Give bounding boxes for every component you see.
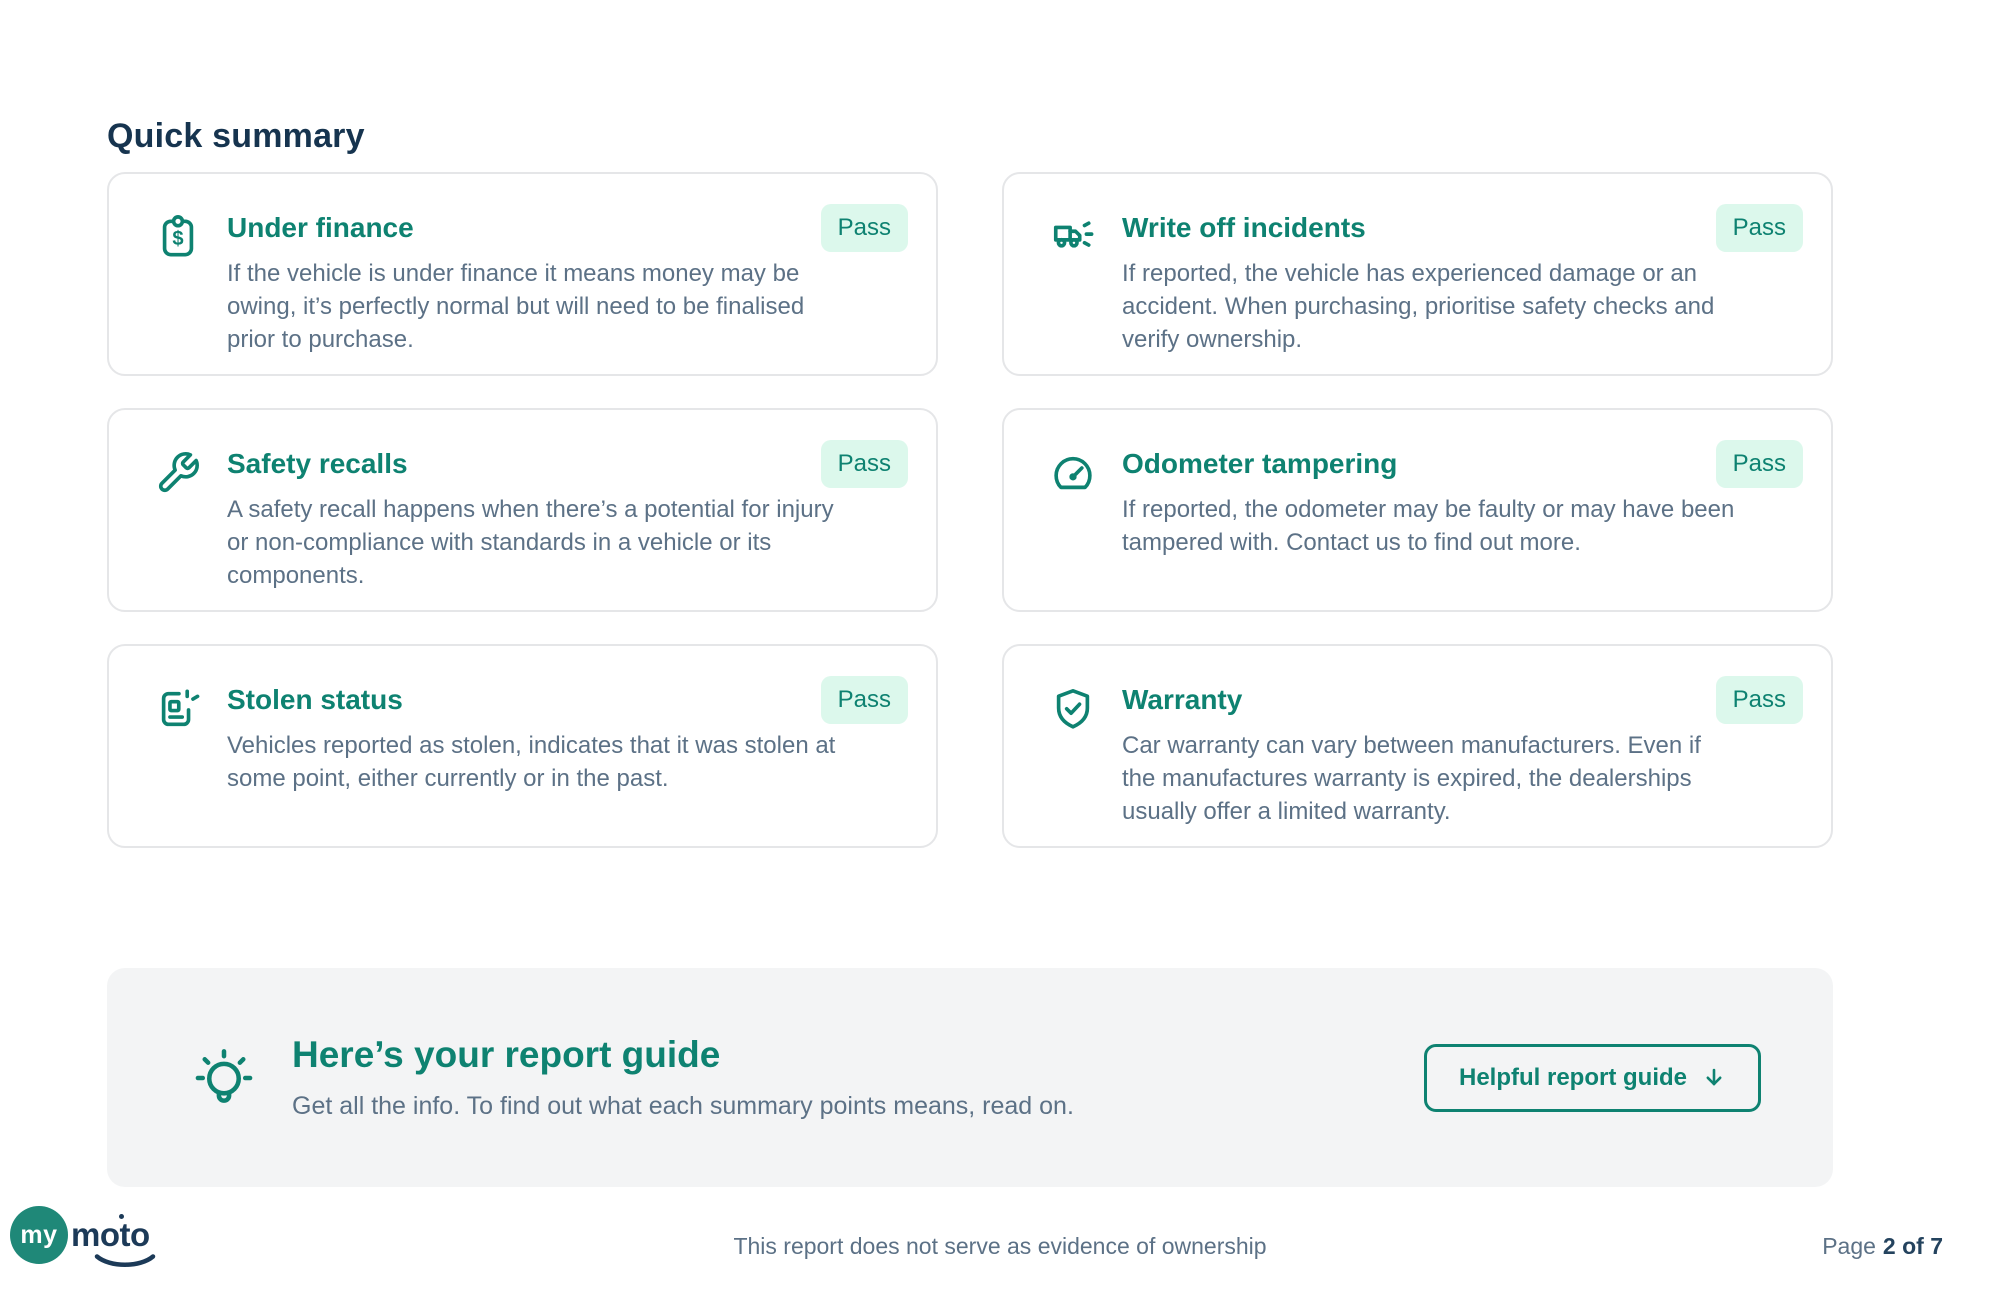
card-body: Under finance If the vehicle is under fi… — [227, 212, 841, 356]
card-warranty: Warranty Car warranty can vary between m… — [1002, 644, 1833, 848]
card-safety-recalls: Safety recalls A safety recall happens w… — [107, 408, 938, 612]
summary-card-grid: $ Under finance If the vehicle is under … — [107, 172, 1833, 848]
helpful-report-guide-button[interactable]: Helpful report guide — [1424, 1043, 1761, 1112]
report-guide-banner: Here’s your report guide Get all the inf… — [107, 968, 1833, 1187]
status-badge: Pass — [820, 676, 908, 724]
card-description: Car warranty can vary between manufactur… — [1122, 732, 1701, 826]
page-indicator: Page 2 of 7 — [1822, 1233, 1943, 1260]
status-badge: Pass — [1715, 204, 1803, 252]
card-description: Vehicles reported as stolen, indicates t… — [227, 732, 836, 793]
card-write-off-incidents: Write off incidents If reported, the veh… — [1002, 172, 1833, 376]
button-label: Helpful report guide — [1459, 1063, 1687, 1091]
banner-subtitle: Get all the info. To find out what each … — [292, 1092, 1074, 1120]
logo-my-circle: my — [10, 1206, 68, 1264]
card-body: Stolen status Vehicles reported as stole… — [227, 684, 841, 795]
card-description: A safety recall happens when there’s a p… — [227, 496, 834, 590]
card-description: If the vehicle is under finance it means… — [227, 260, 805, 354]
card-title: Write off incidents — [1122, 212, 1366, 243]
card-title: Safety recalls — [227, 448, 408, 479]
card-description: If reported, the vehicle has experienced… — [1122, 260, 1715, 354]
shield-check-icon — [1050, 686, 1096, 732]
status-badge: Pass — [1715, 676, 1803, 724]
truck-crash-icon — [1050, 214, 1096, 260]
card-description: If reported, the odometer may be faulty … — [1122, 496, 1735, 557]
page-label: Page — [1822, 1233, 1876, 1259]
card-odometer-tampering: Odometer tampering If reported, the odom… — [1002, 408, 1833, 612]
status-badge: Pass — [820, 204, 908, 252]
mymoto-logo: my moto — [10, 1206, 156, 1267]
page-number: 2 of 7 — [1882, 1233, 1943, 1259]
card-under-finance: $ Under finance If the vehicle is under … — [107, 172, 938, 376]
footer-disclaimer: This report does not serve as evidence o… — [733, 1233, 1267, 1259]
logo-tittle-dot — [119, 1214, 124, 1219]
gauge-icon — [1050, 450, 1096, 496]
logo-my-text: my — [20, 1220, 58, 1249]
svg-text:$: $ — [172, 228, 183, 250]
card-body: Odometer tampering If reported, the odom… — [1122, 448, 1736, 559]
card-title: Warranty — [1122, 684, 1243, 715]
wrench-icon — [155, 450, 201, 496]
banner-text: Here’s your report guide Get all the inf… — [292, 1034, 1074, 1121]
arrow-down-icon — [1702, 1066, 1726, 1090]
logo-smile-curve — [94, 1254, 156, 1267]
banner-title: Here’s your report guide — [292, 1034, 721, 1075]
card-title: Stolen status — [227, 684, 403, 715]
lightbulb-icon — [190, 1044, 258, 1112]
logo-moto-text: moto — [71, 1214, 156, 1267]
status-badge: Pass — [820, 440, 908, 488]
card-title: Odometer tampering — [1122, 448, 1398, 479]
clipboard-dollar-icon: $ — [155, 214, 201, 260]
card-body: Write off incidents If reported, the veh… — [1122, 212, 1736, 356]
status-badge: Pass — [1715, 440, 1803, 488]
card-body: Safety recalls A safety recall happens w… — [227, 448, 841, 592]
card-body: Warranty Car warranty can vary between m… — [1122, 684, 1736, 828]
page-title: Quick summary — [107, 117, 365, 155]
card-title: Under finance — [227, 212, 414, 243]
card-stolen-status: Stolen status Vehicles reported as stole… — [107, 644, 938, 848]
document-alert-icon — [155, 686, 201, 732]
